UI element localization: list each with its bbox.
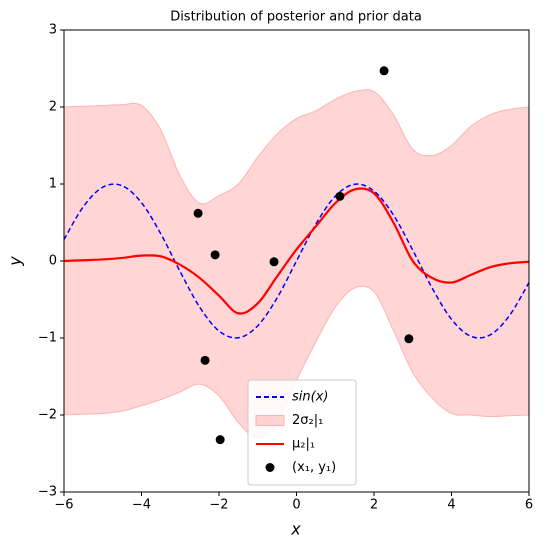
legend: sin(x) 2σ₂|₁ μ₂|₁ (x₁, y₁) <box>247 379 357 486</box>
legend-swatch <box>255 415 285 426</box>
x-tick-label: 6 <box>525 498 533 513</box>
y-tick-label: −2 <box>38 408 57 423</box>
data-point <box>210 250 220 260</box>
legend-box <box>247 379 357 486</box>
y-tick-label: 2 <box>49 100 57 115</box>
x-tick-label: 4 <box>447 498 455 513</box>
x-tick-label: −4 <box>132 498 151 513</box>
y-tick-label: 1 <box>49 177 57 192</box>
prior-line <box>63 183 530 339</box>
data-point <box>404 334 414 344</box>
y-tick-label: −3 <box>38 485 57 500</box>
data-point <box>193 208 203 218</box>
data-point <box>335 191 345 201</box>
x-tick-label: −2 <box>209 498 228 513</box>
y-tick-label: 3 <box>49 23 57 38</box>
legend-label: μ₂|₁ <box>292 437 315 452</box>
data-point <box>269 257 279 267</box>
data-point <box>379 66 389 76</box>
mean-line <box>63 187 530 315</box>
legend-label: 2σ₂|₁ <box>292 413 323 428</box>
legend-label: sin(x) <box>292 390 328 405</box>
data-point <box>215 435 225 445</box>
x-axis-label: x <box>290 520 301 539</box>
y-tick-label: −1 <box>38 331 57 346</box>
chart-title: Distribution of posterior and prior data <box>170 10 422 25</box>
legend-label: (x₁, y₁) <box>292 460 336 475</box>
data-point <box>200 355 210 365</box>
y-tick-label: 0 <box>49 254 57 269</box>
x-tick-label: 2 <box>370 498 378 513</box>
x-tick-label: −6 <box>54 498 73 513</box>
x-tick-label: 0 <box>292 498 300 513</box>
legend-swatch <box>265 463 275 472</box>
y-axis-label: y <box>6 256 25 267</box>
